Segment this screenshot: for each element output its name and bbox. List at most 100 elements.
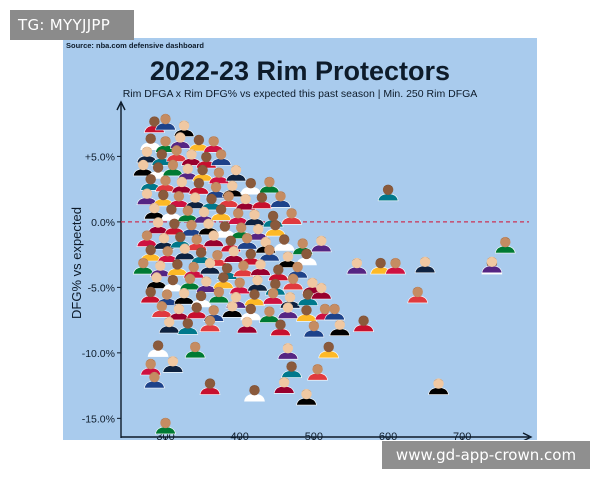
player-point (140, 286, 162, 304)
player-head (158, 189, 169, 201)
player-point (132, 159, 154, 177)
player-point (147, 340, 169, 357)
player-hair (260, 237, 271, 241)
player-hair (142, 231, 152, 234)
player-head (176, 176, 187, 188)
player-hair (145, 245, 156, 248)
player-head (188, 261, 199, 273)
player-point (353, 315, 374, 333)
player-hair (275, 320, 286, 323)
player-hair (175, 232, 186, 235)
player-point (152, 189, 174, 207)
player-head (182, 318, 193, 329)
player-hair (208, 136, 219, 140)
player-head (234, 277, 245, 288)
player-hair (205, 258, 215, 262)
player-hair (238, 261, 249, 264)
player-point (318, 341, 340, 359)
player-hair (270, 220, 281, 224)
player-hair (297, 239, 308, 242)
player-point (251, 192, 273, 209)
player-head (213, 167, 225, 178)
player-point (247, 274, 268, 292)
player-head (249, 209, 260, 220)
player-head (215, 149, 227, 160)
player-head (160, 136, 171, 147)
player-hair (279, 235, 290, 238)
player-point (235, 193, 256, 211)
player-point (214, 221, 236, 238)
axes: +5.0% 0.0% -5.0% -10.0% -15.0% 300 400 500 600 70… (82, 100, 533, 440)
player-head (236, 222, 247, 233)
player-hair (316, 236, 327, 239)
player-hair (196, 248, 207, 251)
player-point (329, 319, 351, 337)
player-point (244, 209, 265, 226)
player-head (195, 247, 207, 258)
player-hair (286, 362, 297, 365)
y-tick-label: -5.0% (88, 282, 115, 294)
player-hair (171, 146, 182, 149)
player-head (167, 159, 179, 171)
chart-card: Source: nba.com defensive dashboard 2022… (63, 38, 537, 440)
player-head (213, 286, 225, 298)
y-tick-label: -15.0% (82, 413, 115, 425)
player-head (329, 303, 340, 315)
player-head (166, 204, 177, 215)
player-point (267, 264, 289, 281)
player-hair (179, 121, 190, 124)
player-hair (268, 211, 279, 214)
player-hair (302, 290, 313, 293)
chart-source: Source: nba.com defensive dashboard (66, 41, 204, 50)
player-head (204, 315, 216, 326)
player-point (213, 272, 234, 289)
player-hair (218, 273, 229, 276)
player-head (241, 316, 253, 328)
y-axis-label: DFG% vs expected (69, 207, 84, 319)
player-head (390, 257, 401, 269)
player-hair (316, 283, 327, 286)
player-point (199, 257, 221, 275)
player-point (184, 341, 206, 359)
player-point (136, 146, 158, 164)
player-hair (242, 233, 253, 237)
player-head (149, 202, 160, 214)
scatter-chart: Source: nba.com defensive dashboard 2022… (63, 38, 537, 440)
player-head (190, 192, 201, 203)
player-head (138, 159, 149, 171)
player-point (199, 378, 221, 395)
player-head (312, 364, 323, 375)
player-hair (323, 342, 334, 345)
player-head (191, 302, 202, 313)
player-point (264, 219, 286, 237)
player-head (186, 149, 197, 160)
chart-subtitle: Rim DFGA x Rim DFG% vs expected this pas… (123, 88, 478, 100)
player-head (204, 378, 216, 389)
player-head (275, 191, 286, 202)
chart-title: 2022-23 Rim Protectors (150, 56, 450, 86)
player-hair (358, 316, 369, 319)
player-point (157, 246, 179, 263)
player-point (136, 188, 158, 205)
player-hair (216, 204, 227, 208)
player-hair (149, 117, 160, 120)
player-hair (172, 259, 183, 263)
y-axis-arrow (116, 100, 126, 111)
player-hair (329, 304, 340, 307)
player-head (500, 236, 511, 248)
player-point (188, 134, 210, 152)
player-head (241, 233, 253, 244)
player-head (215, 204, 227, 215)
player-hair (145, 359, 156, 362)
data-points (132, 113, 516, 435)
player-hair (185, 274, 195, 277)
player-point (296, 388, 317, 406)
player-hair (138, 258, 149, 262)
player-hair (234, 278, 245, 281)
player-head (193, 134, 205, 146)
player-head (197, 164, 208, 176)
player-head (382, 184, 394, 195)
player-point (310, 235, 332, 253)
player-hair (233, 208, 244, 212)
player-hair (159, 233, 169, 237)
